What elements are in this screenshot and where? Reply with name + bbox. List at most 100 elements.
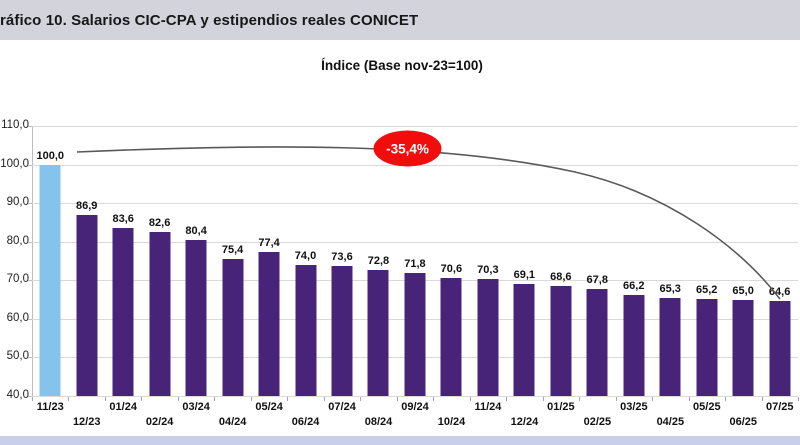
bar-value-label: 68,6 <box>550 270 572 283</box>
bar-value-label: 77,4 <box>258 236 280 249</box>
x-tick-label: 02/24 <box>145 416 174 428</box>
gridline <box>32 126 798 127</box>
bar-value-label: 80,4 <box>185 225 207 238</box>
bar-04/25 <box>659 298 681 396</box>
bar-value-label: 69,1 <box>513 268 536 281</box>
x-tick <box>68 397 70 401</box>
x-tick <box>433 397 435 401</box>
x-tick <box>250 397 252 401</box>
bar-value-label: 70,3 <box>477 264 499 277</box>
x-axis: 11/23 12/23 01/24 02/24 03/24 04/24 05/24 06/24… <box>32 397 799 433</box>
bar-03/24 <box>185 240 207 396</box>
x-tick <box>615 397 617 401</box>
y-tick-label: 110,0 <box>1 119 29 131</box>
bar-value-label: 82,6 <box>148 216 171 229</box>
x-tick-label: 12/24 <box>510 416 539 428</box>
bar-value-label: 73,6 <box>331 251 353 264</box>
x-tick-label: 03/25 <box>620 401 648 413</box>
bar-column: 77,4 <box>251 126 287 396</box>
bar-value-label: 67,8 <box>586 273 608 286</box>
y-tick <box>28 164 32 166</box>
y-tick <box>28 357 32 359</box>
bar-value-label: 100,0 <box>36 149 64 162</box>
bar-value-label: 71,8 <box>404 258 426 271</box>
bar-column: 65,3 <box>652 126 688 396</box>
y-tick-label: 70,0 <box>6 273 29 286</box>
bar-07/24 <box>331 266 353 396</box>
y-tick <box>28 241 32 243</box>
bar-column: 100,0 <box>32 126 68 396</box>
x-tick <box>323 397 325 401</box>
chart-subtitle: Índice (Base nov-23=100) <box>321 58 483 73</box>
bar-02/24 <box>149 231 171 396</box>
x-tick <box>506 397 508 401</box>
bar-06/24 <box>295 264 317 396</box>
x-tick <box>141 397 143 401</box>
bar-column: 69,1 <box>506 126 542 396</box>
y-tick-label: 40,0 <box>6 389 29 401</box>
y-axis-line <box>32 126 33 397</box>
bar-column: 66,2 <box>616 126 652 396</box>
bar-column: 70,6 <box>433 126 469 396</box>
x-tick <box>360 397 362 401</box>
x-tick <box>798 397 799 401</box>
x-tick-label: 07/24 <box>328 401 356 413</box>
bar-column: 65,0 <box>725 126 761 396</box>
bar-column: 68,6 <box>543 126 579 396</box>
bar-column: 65,2 <box>688 126 724 396</box>
bar-04/24 <box>222 259 244 396</box>
title-bar: ráfico 10. Salarios CIC-CPA y estipendio… <box>0 0 800 40</box>
bar-01/25 <box>550 285 572 396</box>
x-tick-label: 11/24 <box>474 401 502 413</box>
x-tick <box>579 397 581 401</box>
x-tick <box>104 397 106 401</box>
bar-value-label: 65,2 <box>695 283 718 296</box>
y-tick <box>28 126 32 127</box>
y-tick <box>28 203 32 205</box>
bar-07/25 <box>769 301 791 396</box>
x-tick <box>177 397 179 401</box>
bar-12/24 <box>513 283 535 396</box>
gridline <box>32 396 798 397</box>
bar-column: 75,4 <box>214 126 250 396</box>
y-tick <box>28 280 32 282</box>
x-tick <box>688 397 690 401</box>
bar-series: 100,0 86,9 83,6 82,6 80,4 75,4 77,4 74,0 73,6 72,… <box>32 126 798 396</box>
bar-02/25 <box>586 288 608 396</box>
bar-value-label: 64,6 <box>768 286 791 299</box>
bar-value-label: 66,2 <box>623 279 645 292</box>
x-tick-label: 01/25 <box>547 401 575 413</box>
x-tick-label: 02/25 <box>583 416 612 428</box>
bar-11/24 <box>477 279 499 396</box>
x-tick-label: 12/23 <box>72 416 101 428</box>
bar-column: 73,6 <box>324 126 360 396</box>
y-tick-label: 80,0 <box>6 234 29 247</box>
y-tick-label: 100,0 <box>0 157 29 170</box>
x-tick-label: 03/24 <box>182 401 210 413</box>
y-tick <box>28 396 32 397</box>
bar-05/24 <box>258 251 280 396</box>
x-tick <box>761 397 763 401</box>
bar-06/25 <box>732 299 754 396</box>
x-tick <box>469 397 471 401</box>
bar-value-label: 86,9 <box>75 200 98 213</box>
bar-09/24 <box>404 273 426 396</box>
bar-03/25 <box>623 294 645 396</box>
bar-08/24 <box>367 269 389 396</box>
bar-value-label: 65,3 <box>659 283 681 296</box>
x-tick-label: 09/24 <box>401 401 429 413</box>
y-tick-label: 90,0 <box>6 196 29 209</box>
bar-value-label: 75,4 <box>221 244 244 257</box>
bar-column: 64,6 <box>761 126 797 396</box>
bar-column: 83,6 <box>105 126 141 396</box>
x-tick-label: 05/25 <box>693 401 721 413</box>
x-tick-label: 06/25 <box>729 416 758 428</box>
y-tick-label: 50,0 <box>6 350 29 363</box>
bar-column: 72,8 <box>360 126 396 396</box>
x-tick-label: 10/24 <box>437 416 466 428</box>
x-tick-label: 08/24 <box>364 416 393 428</box>
bar-value-label: 72,8 <box>367 254 390 267</box>
bar-column: 82,6 <box>141 126 177 396</box>
bar-value-label: 65,0 <box>732 284 754 297</box>
